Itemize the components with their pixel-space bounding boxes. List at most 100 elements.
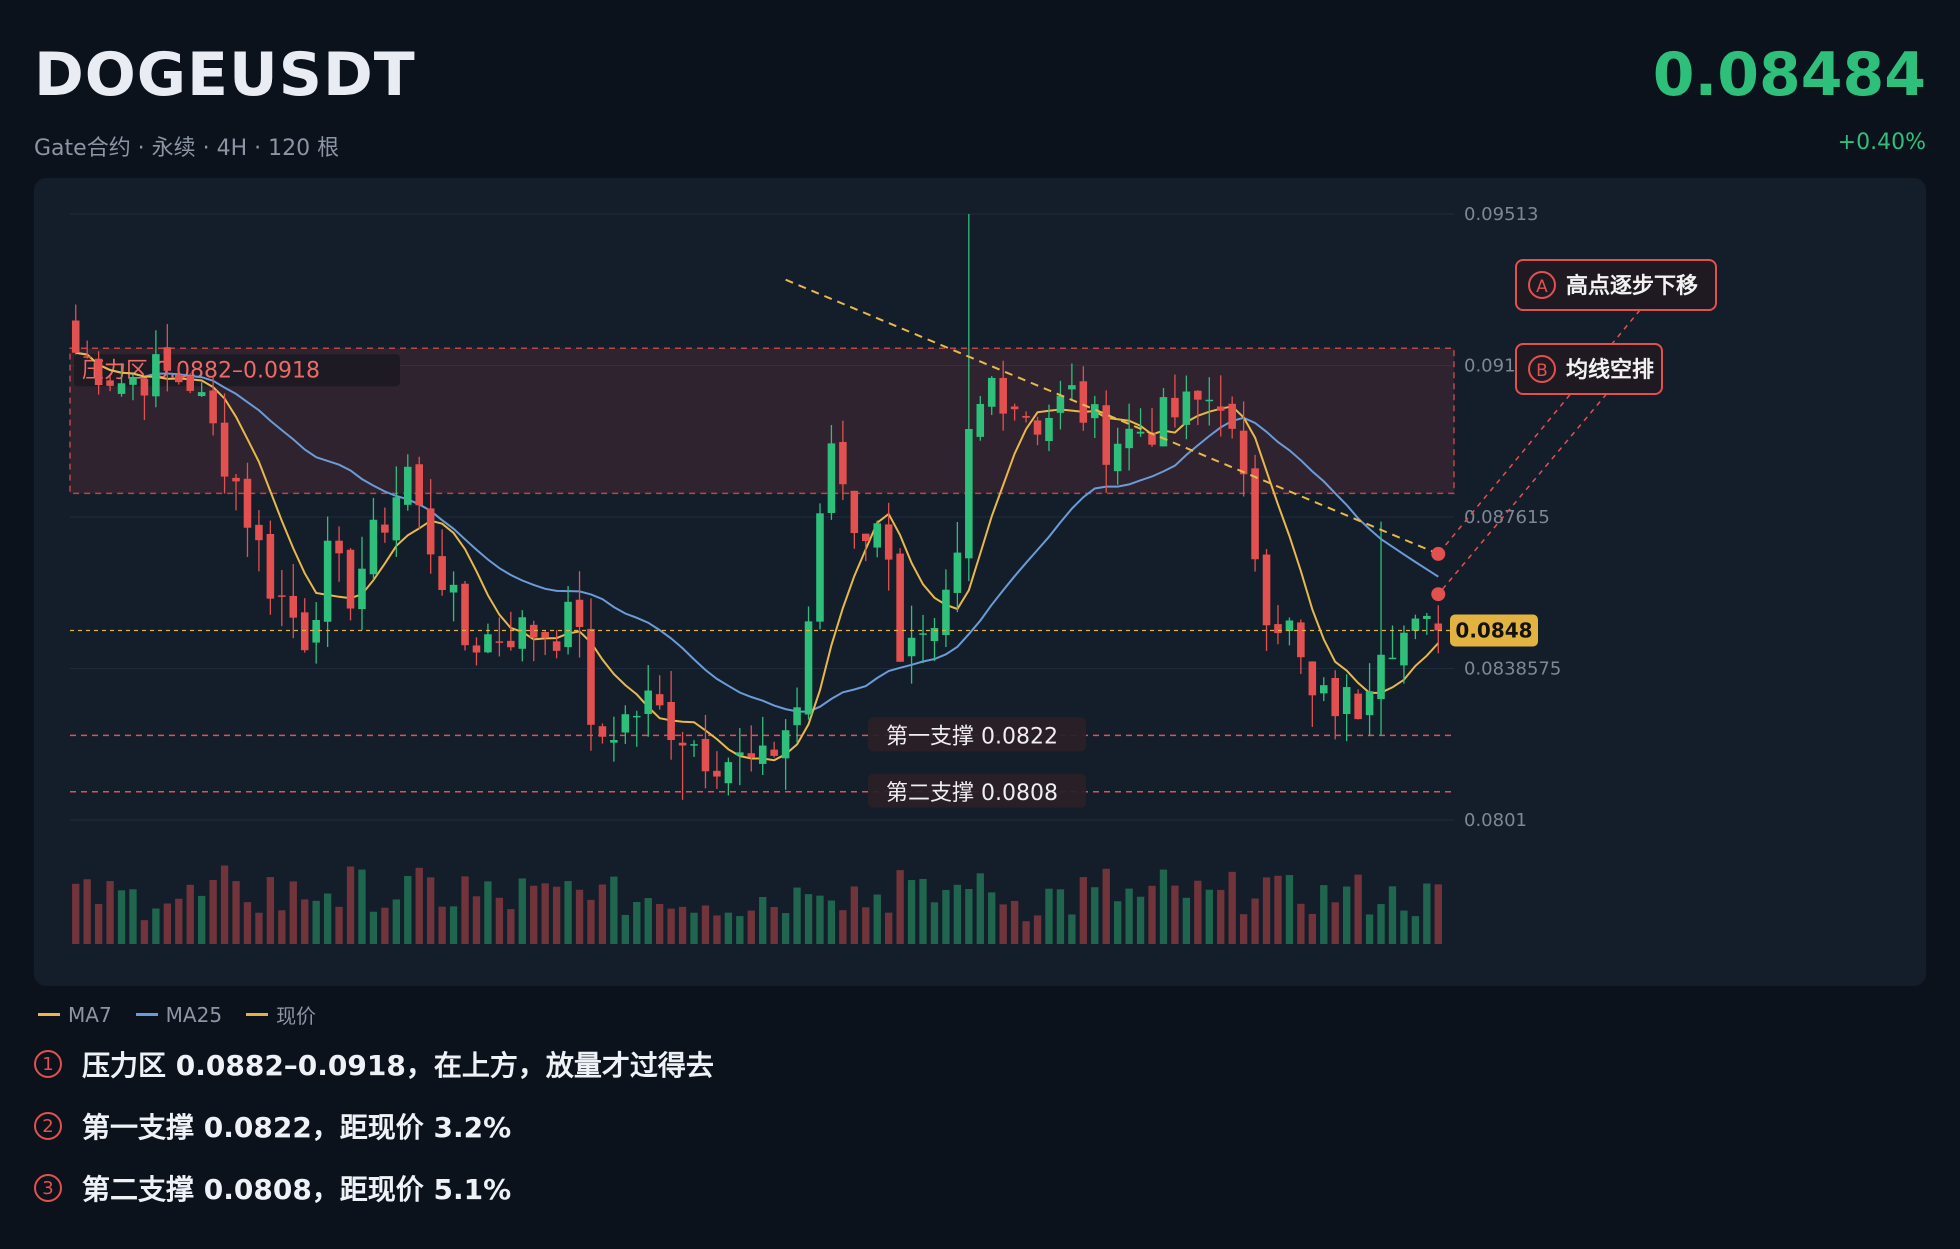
legend-item-ma7: MA7 [38, 1000, 112, 1029]
candle-body [289, 595, 298, 618]
chart-panel: 0.09513 0.0913725 0.087615 0.0838575 0.0801 压… [34, 178, 1926, 986]
candle-body [495, 641, 504, 643]
volume-bar [312, 900, 320, 944]
volume-bar [713, 915, 721, 944]
current-price-swatch [246, 1013, 269, 1016]
volume-bar [94, 903, 103, 944]
volume-bar [1423, 883, 1431, 944]
candle-body [1159, 397, 1168, 447]
candle-body [690, 744, 698, 746]
volume-bar [896, 870, 904, 944]
volume-bar [209, 879, 217, 944]
volume-bar [781, 913, 790, 944]
volume-bar [255, 912, 263, 944]
volume-bar [1125, 888, 1133, 944]
annotation-box-a [1515, 259, 1717, 311]
volume-bar [1308, 913, 1316, 944]
volume-bar [1148, 885, 1156, 944]
annotation-badge-b [1528, 355, 1556, 383]
candle-body [564, 601, 572, 648]
volume-bar [919, 878, 927, 944]
y-tick-label: 0.09513 [1464, 204, 1538, 225]
candle-body [1113, 443, 1122, 472]
candle-body [1045, 417, 1053, 442]
candle-body [552, 641, 561, 651]
volume-bar [1320, 885, 1328, 944]
volume-bar [117, 890, 126, 944]
volume-bar [552, 886, 561, 944]
candle-body [163, 347, 172, 371]
candle-body [1148, 432, 1156, 445]
volume-bar [1194, 880, 1202, 944]
candle-body [861, 533, 870, 542]
volume-bar [667, 908, 675, 944]
note-number-3: 3 [34, 1174, 62, 1202]
y-tick-label: 0.087615 [1464, 507, 1550, 528]
candle-body [816, 513, 824, 622]
candle-body [1182, 391, 1191, 425]
volume-bar [392, 899, 400, 944]
volume-bar [289, 881, 297, 944]
volume-bar [472, 896, 481, 944]
candle-body [724, 762, 733, 784]
volume-bar [72, 883, 80, 944]
candle-body [896, 553, 904, 662]
candle-body [346, 549, 355, 609]
volume-bar [369, 911, 378, 944]
volume-bar [1079, 877, 1087, 944]
volume-bar [507, 909, 515, 944]
candle-body [94, 358, 103, 386]
volume-bar [793, 887, 801, 944]
volume-bar [530, 885, 538, 944]
candle-body [1319, 685, 1328, 694]
candle-body [747, 753, 756, 758]
candle-body [758, 745, 767, 764]
annotation-target-dot-a [1431, 546, 1446, 561]
descending-trendline [785, 278, 1439, 555]
candle-body [587, 628, 595, 725]
candle-body [1194, 390, 1202, 400]
volume-bar [885, 912, 893, 944]
candle-body [987, 377, 996, 407]
candle-body [1125, 428, 1133, 449]
note-number-1: 1 [34, 1050, 62, 1078]
volume-bar [644, 898, 652, 944]
volume-bar [1159, 869, 1168, 944]
candle-body [1411, 618, 1420, 631]
volume-bar [335, 906, 343, 944]
candle-body [209, 390, 217, 424]
support-label-1: 第一支撑 0.0822 [886, 724, 1058, 749]
volume-bar [1091, 887, 1099, 944]
candle-body [415, 464, 424, 506]
volume-bar [1400, 910, 1408, 944]
note-text-3: 第二支撑 0.0808，距现价 5.1% [82, 1173, 512, 1206]
volume-bar [323, 893, 332, 944]
volume-bar [678, 906, 687, 944]
candle-body [770, 749, 778, 756]
volume-bar [1217, 889, 1225, 944]
ma7-swatch [38, 1013, 60, 1016]
volume-bar [804, 894, 813, 944]
volume-bar [976, 873, 984, 944]
volume-bar [610, 876, 618, 944]
volume-bar [358, 869, 366, 944]
volume-bar [1434, 884, 1442, 944]
candle-body [106, 380, 114, 386]
candlestick-chart[interactable]: 0.095130.09137250.0876150.08385750.0801压… [34, 178, 1926, 986]
candle-body [907, 637, 916, 657]
volume-bar [873, 894, 881, 944]
candle-body [953, 552, 962, 593]
volume-bar [140, 920, 149, 944]
candle-body [335, 540, 343, 554]
volume-bar [724, 912, 733, 944]
volume-bar [1331, 902, 1339, 944]
candle-body [884, 524, 893, 560]
market-subtitle: Gate合约 · 永续 · 4H · 120 根 [34, 136, 340, 161]
candle-body [793, 707, 801, 726]
candle-body [655, 694, 664, 706]
volume-bar [1297, 903, 1305, 944]
volume-bar [1354, 874, 1362, 944]
volume-bar [449, 906, 458, 944]
volume-bar [1365, 914, 1374, 944]
note-resistance: 1 压力区 0.0882–0.0918，在上方，放量才过得去 [34, 1046, 714, 1082]
